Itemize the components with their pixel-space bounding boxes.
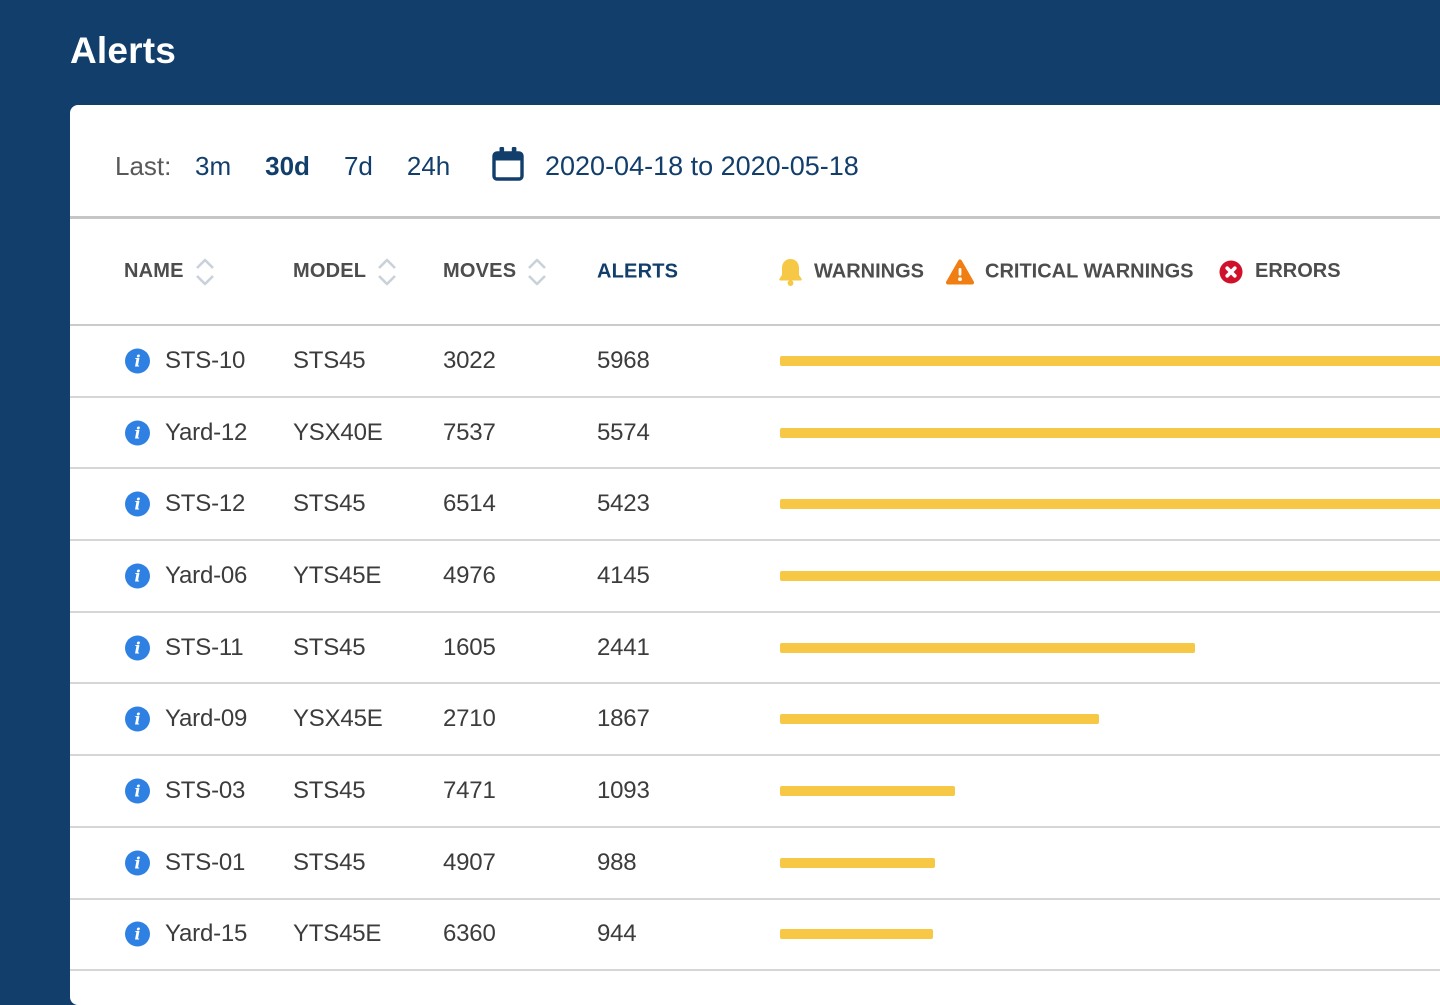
row-moves: 7471 [443,777,496,805]
table-body: i STS-10 STS45 3022 5968 i Yard-12 YSX40… [70,326,1440,971]
legend-errors: ERRORS [1218,259,1341,285]
column-header-name-label: NAME [124,260,184,283]
row-name: STS-12 [165,490,245,518]
last-label: Last: [115,151,171,182]
row-name: Yard-12 [165,419,247,447]
row-model: YSX45E [293,705,383,733]
row-model: STS45 [293,634,365,662]
row-model: STS45 [293,490,365,518]
page-title: Alerts [70,30,176,72]
row-moves: 1605 [443,634,496,662]
table-row[interactable]: i STS-11 STS45 1605 2441 [70,613,1440,685]
column-header-name[interactable]: NAME [124,256,217,288]
row-alerts: 5968 [597,347,650,375]
info-icon[interactable]: i [125,348,150,373]
table-row[interactable]: i Yard-15 YTS45E 6360 944 [70,900,1440,972]
alerts-card: Last: 3m 30d 7d 24h 2020-04-18 to 2020-05-1… [70,105,1440,1005]
row-model: YTS45E [293,562,381,590]
column-header-model-label: MODEL [293,260,366,283]
time-range-option-24h[interactable]: 24h [407,151,450,182]
warnings-bar [780,858,935,868]
warnings-bar [780,929,933,939]
row-alerts: 1093 [597,777,650,805]
row-name: STS-01 [165,849,245,877]
row-moves: 6360 [443,920,496,948]
info-icon[interactable]: i [125,707,150,732]
row-name: STS-03 [165,777,245,805]
legend-warnings: WARNINGS [778,257,924,286]
info-icon[interactable]: i [125,492,150,517]
row-model: STS45 [293,849,365,877]
warnings-bar [780,786,955,796]
row-alerts: 5574 [597,419,650,447]
row-model: STS45 [293,777,365,805]
info-icon[interactable]: i [125,420,150,445]
row-moves: 7537 [443,419,496,447]
legend-errors-label: ERRORS [1255,260,1341,283]
row-name: Yard-09 [165,705,247,733]
row-moves: 6514 [443,490,496,518]
date-range[interactable]: 2020-04-18 to 2020-05-18 [545,151,859,182]
bell-icon [778,257,803,286]
row-name: Yard-15 [165,920,247,948]
row-alerts: 4145 [597,562,650,590]
info-icon[interactable]: i [125,850,150,875]
info-icon[interactable]: i [125,922,150,947]
row-alerts: 1867 [597,705,650,733]
table-row[interactable]: i Yard-09 YSX45E 2710 1867 [70,684,1440,756]
column-header-moves-label: MOVES [443,260,516,283]
row-alerts: 2441 [597,634,650,662]
row-name: Yard-06 [165,562,247,590]
time-range-option-30d[interactable]: 30d [265,151,310,182]
time-range-option-7d[interactable]: 7d [344,151,373,182]
row-moves: 4907 [443,849,496,877]
warnings-bar [780,428,1440,438]
table-row[interactable]: i STS-10 STS45 3022 5968 [70,326,1440,398]
calendar-icon[interactable] [491,146,525,183]
warnings-bar [780,356,1440,366]
row-alerts: 5423 [597,490,650,518]
row-moves: 2710 [443,705,496,733]
column-header-alerts[interactable]: ALERTS [597,260,678,283]
warning-triangle-icon [946,258,974,285]
info-icon[interactable]: i [125,778,150,803]
row-model: YSX40E [293,419,383,447]
info-icon[interactable]: i [125,563,150,588]
sort-chevrons-icon[interactable] [193,256,217,288]
legend-warnings-label: WARNINGS [814,260,924,283]
time-range-option-3m[interactable]: 3m [195,151,231,182]
row-model: STS45 [293,347,365,375]
warnings-bar [780,643,1195,653]
table-row[interactable]: i STS-03 STS45 7471 1093 [70,756,1440,828]
column-header-model[interactable]: MODEL [293,256,399,288]
sort-chevrons-icon[interactable] [375,256,399,288]
sort-chevrons-icon[interactable] [525,256,549,288]
warnings-bar [780,571,1440,581]
column-header-alerts-label: ALERTS [597,260,678,283]
table-header: NAME MODEL MOVES [70,219,1440,326]
info-icon[interactable]: i [125,635,150,660]
table-row[interactable]: i Yard-06 YTS45E 4976 4145 [70,541,1440,613]
warnings-bar [780,714,1099,724]
table-row[interactable]: i STS-01 STS45 4907 988 [70,828,1440,900]
row-alerts: 988 [597,849,636,877]
row-name: STS-10 [165,347,245,375]
warnings-bar [780,499,1440,509]
legend-critical-warnings: CRITICAL WARNINGS [946,258,1194,285]
time-filter-bar: Last: 3m 30d 7d 24h 2020-04-18 to 2020-05-1… [70,105,1440,219]
row-name: STS-11 [165,634,243,662]
row-moves: 4976 [443,562,496,590]
table-row[interactable]: i Yard-12 YSX40E 7537 5574 [70,398,1440,470]
legend-critical-warnings-label: CRITICAL WARNINGS [985,260,1194,283]
row-model: YTS45E [293,920,381,948]
row-alerts: 944 [597,920,636,948]
error-circle-icon [1218,259,1244,285]
row-moves: 3022 [443,347,496,375]
table-row[interactable]: i STS-12 STS45 6514 5423 [70,469,1440,541]
column-header-moves[interactable]: MOVES [443,256,549,288]
time-range-options: 3m 30d 7d 24h [195,151,450,182]
